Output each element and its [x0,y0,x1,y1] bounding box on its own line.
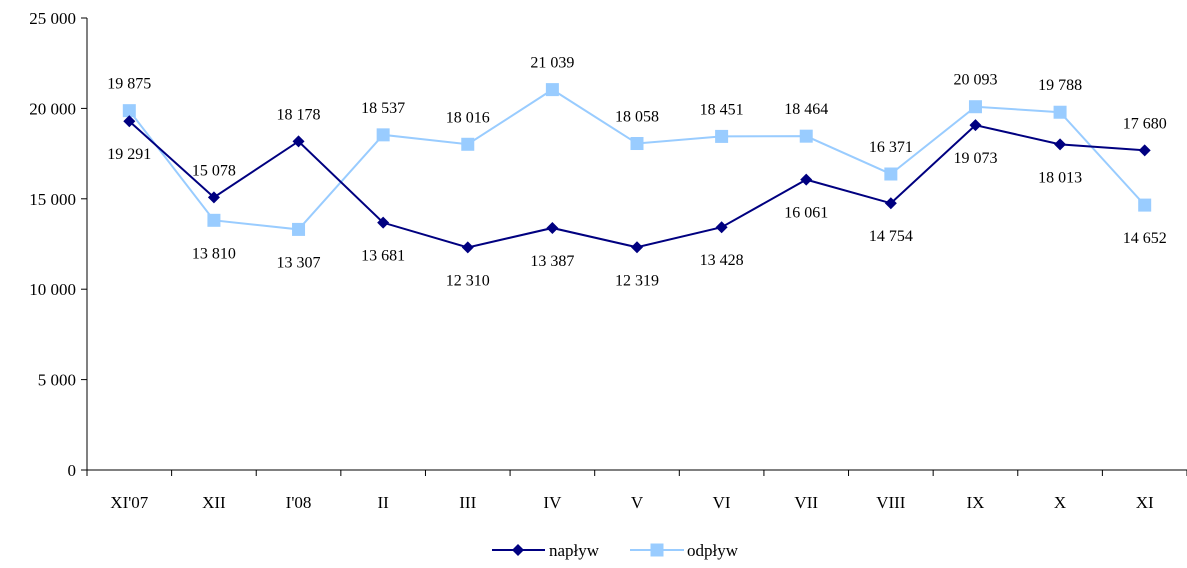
x-tick-label: X [1054,493,1066,512]
data-point-inflow [715,221,728,234]
data-point-inflow [461,241,474,254]
data-label-inflow: 19 291 [107,146,151,163]
y-tick-label: 10 000 [29,280,76,299]
data-point-inflow [123,115,136,128]
data-point-outflow [630,137,644,151]
data-label-inflow: 13 387 [530,253,574,270]
data-point-outflow [122,104,136,118]
data-point-outflow [799,129,813,143]
x-tick-label: IV [543,493,562,512]
data-point-inflow [1054,138,1067,151]
data-point-inflow [292,135,305,148]
y-tick-label: 0 [68,461,77,480]
data-label-outflow: 21 039 [530,55,574,72]
x-tick-label: XII [202,493,226,512]
data-label-outflow: 19 875 [107,76,151,93]
series-markers [122,83,1152,254]
data-point-inflow [884,197,897,210]
legend-label-inflow: napływ [549,541,600,560]
x-tick-label: VIII [876,493,906,512]
x-tick-label: V [631,493,644,512]
data-label-outflow: 16 371 [869,139,913,156]
data-labels: 19 875 13 810 13 307 18 537 18 016 21 039 18 0… [107,55,1166,290]
x-tick-label: XI [1136,493,1154,512]
data-label-inflow: 13 428 [700,252,744,269]
data-point-outflow [376,128,390,142]
data-label-outflow: 18 451 [700,101,744,118]
y-tick-label: 25 000 [29,9,76,28]
data-point-inflow [377,216,390,229]
data-label-inflow: 19 073 [953,150,997,167]
data-label-outflow: 18 537 [361,100,405,117]
x-tick-label: III [459,493,476,512]
data-label-inflow: 16 061 [784,205,828,222]
data-label-inflow: 13 681 [361,248,405,265]
data-label-outflow: 20 093 [953,72,997,89]
y-tick-label: 5 000 [38,371,76,390]
data-point-inflow [546,221,559,234]
x-tick-label: IX [966,493,984,512]
data-label-outflow: 18 058 [615,109,659,126]
data-point-inflow [631,241,643,254]
x-tick-label: XI'07 [110,493,149,512]
data-point-outflow [968,100,982,114]
data-point-inflow [969,119,982,132]
legend-label-outflow: odpływ [687,541,739,560]
data-point-outflow [1138,198,1152,212]
data-label-inflow: 14 754 [869,228,913,245]
legend: napływ odpływ [492,541,739,560]
data-point-inflow [1138,144,1151,157]
data-point-inflow [207,191,220,204]
data-label-inflow: 18 178 [277,106,321,123]
data-point-outflow [292,222,306,236]
x-tick-label: VI [713,493,731,512]
data-label-outflow: 13 810 [192,245,236,262]
data-label-inflow: 15 078 [192,162,236,179]
data-point-outflow [545,83,559,97]
data-point-outflow [884,167,898,181]
data-point-outflow [461,137,475,151]
data-label-outflow: 14 652 [1123,230,1167,247]
data-label-outflow: 18 464 [784,101,828,118]
legend-marker-inflow [512,544,524,556]
data-label-inflow: 17 680 [1123,115,1167,132]
x-tick-label: II [377,493,389,512]
data-point-inflow [800,173,813,186]
data-point-outflow [715,129,729,143]
x-tick-label: VII [794,493,818,512]
legend-marker-outflow [650,543,664,557]
data-label-outflow: 19 788 [1038,77,1082,94]
data-label-inflow: 18 013 [1038,169,1082,186]
data-point-outflow [1053,105,1067,119]
data-label-outflow: 13 307 [277,254,321,271]
y-tick-label: 20 000 [29,99,76,118]
data-label-inflow: 12 319 [615,272,659,289]
data-label-inflow: 12 310 [446,272,490,289]
y-tick-label: 15 000 [29,190,76,209]
x-tick-label: I'08 [286,493,312,512]
data-label-outflow: 18 016 [446,109,490,126]
data-point-outflow [207,213,221,227]
